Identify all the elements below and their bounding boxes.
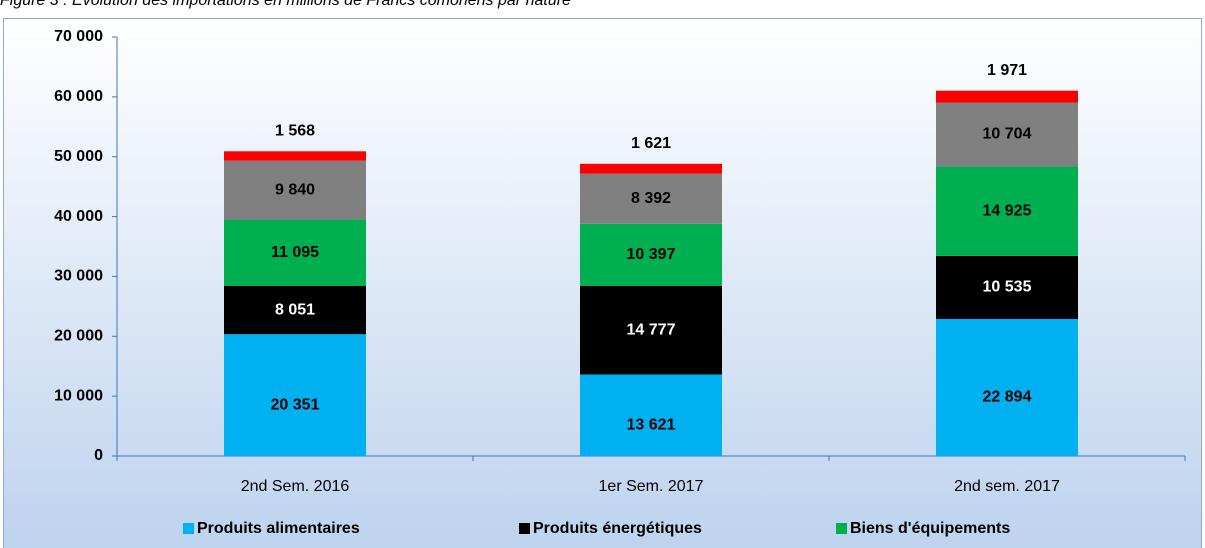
legend-swatch: [836, 523, 847, 534]
legend-label: Produits énergétiques: [533, 520, 702, 537]
legend-label: Produits alimentaires: [197, 520, 360, 537]
y-tick-label: 40 000: [54, 208, 103, 225]
value-label: 1 621: [631, 135, 671, 152]
value-label: 10 397: [627, 246, 676, 263]
legend-swatch: [183, 523, 194, 534]
y-tick-label: 60 000: [54, 88, 103, 105]
value-label: 1 568: [275, 123, 315, 140]
legend-label: Biens d'équipements: [850, 520, 1010, 537]
y-tick-label: 20 000: [54, 328, 103, 345]
bar-segment: [580, 173, 722, 224]
value-label: 10 535: [983, 279, 1032, 296]
bar-segment: [224, 219, 366, 286]
y-tick-label: 0: [94, 447, 103, 464]
bar-segment: [224, 285, 366, 335]
bar-segment: [580, 163, 722, 174]
y-tick-label: 70 000: [54, 28, 103, 45]
y-tick-label: 30 000: [54, 268, 103, 285]
value-label: 14 777: [627, 321, 676, 338]
bar-segment: [580, 374, 722, 456]
y-tick-label: 10 000: [54, 387, 103, 404]
value-label: 8 051: [275, 301, 315, 318]
value-label: 1 971: [987, 62, 1027, 79]
bar-segment: [580, 223, 722, 287]
bar-segment: [936, 255, 1078, 319]
value-label: 11 095: [271, 244, 319, 261]
x-tick-label: 2nd Sem. 2016: [241, 478, 350, 495]
value-label: 22 894: [983, 389, 1032, 406]
value-label: 14 925: [983, 202, 1032, 219]
bar-segment: [580, 286, 722, 375]
chart-title: Figure 3 : Evolution des importations en…: [0, 0, 571, 9]
value-label: 8 392: [631, 190, 671, 207]
x-tick-label: 2nd sem. 2017: [954, 478, 1060, 495]
bar-segment: [224, 151, 366, 161]
bar-segment: [936, 102, 1078, 167]
value-label: 10 704: [983, 126, 1032, 143]
bar-segment: [224, 160, 366, 220]
legend-swatch: [519, 523, 530, 534]
value-label: 9 840: [275, 181, 315, 198]
y-tick-label: 50 000: [54, 148, 103, 165]
value-label: 13 621: [627, 416, 676, 433]
value-label: 20 351: [271, 396, 320, 413]
x-tick-label: 1er Sem. 2017: [599, 478, 704, 495]
bar-segment: [936, 318, 1078, 456]
bar-segment: [936, 90, 1078, 103]
bar-segment: [224, 334, 366, 456]
bar-segment: [936, 166, 1078, 256]
